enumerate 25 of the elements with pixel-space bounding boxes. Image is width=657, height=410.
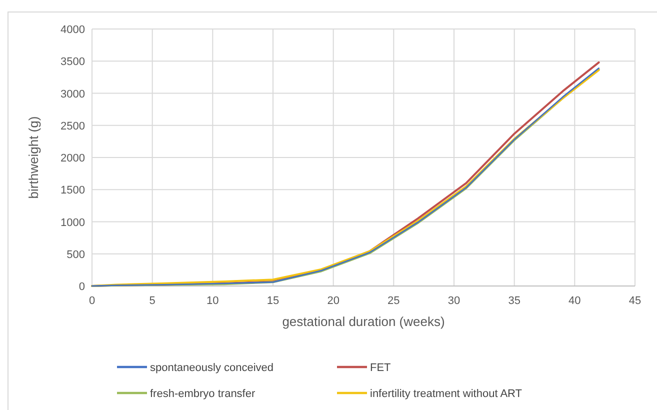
legend-label: fresh-embryo transfer (150, 388, 256, 400)
y-tick-label: 3500 (60, 56, 85, 68)
legend-label: FET (370, 362, 392, 374)
x-tick-label: 40 (568, 295, 581, 307)
x-axis-title: gestational duration (weeks) (282, 314, 445, 329)
y-tick-label: 2500 (60, 120, 85, 132)
x-tick-label: 20 (327, 295, 340, 307)
y-tick-label: 0 (78, 281, 85, 293)
y-tick-label: 1000 (60, 216, 85, 229)
legend-label: infertility treatment without ART (370, 388, 522, 400)
y-tick-label: 1500 (60, 184, 85, 197)
y-tick-label: 3000 (60, 88, 85, 100)
y-tick-label: 500 (66, 248, 85, 261)
x-tick-label: 25 (388, 295, 400, 307)
y-tick-label: 2000 (60, 152, 85, 164)
x-tick-label: 0 (88, 295, 96, 307)
x-tick-label: 45 (628, 295, 642, 307)
x-tick-label: 5 (149, 295, 156, 307)
x-tick-label: 30 (448, 295, 460, 307)
x-tick-label: 15 (266, 295, 280, 307)
x-tick-label: 35 (508, 295, 520, 307)
y-axis-title: birthweight (g) (26, 116, 41, 199)
legend-label: spontaneously conceived (150, 362, 274, 374)
x-tick-label: 10 (206, 295, 219, 307)
y-tick-label: 4000 (60, 24, 85, 36)
